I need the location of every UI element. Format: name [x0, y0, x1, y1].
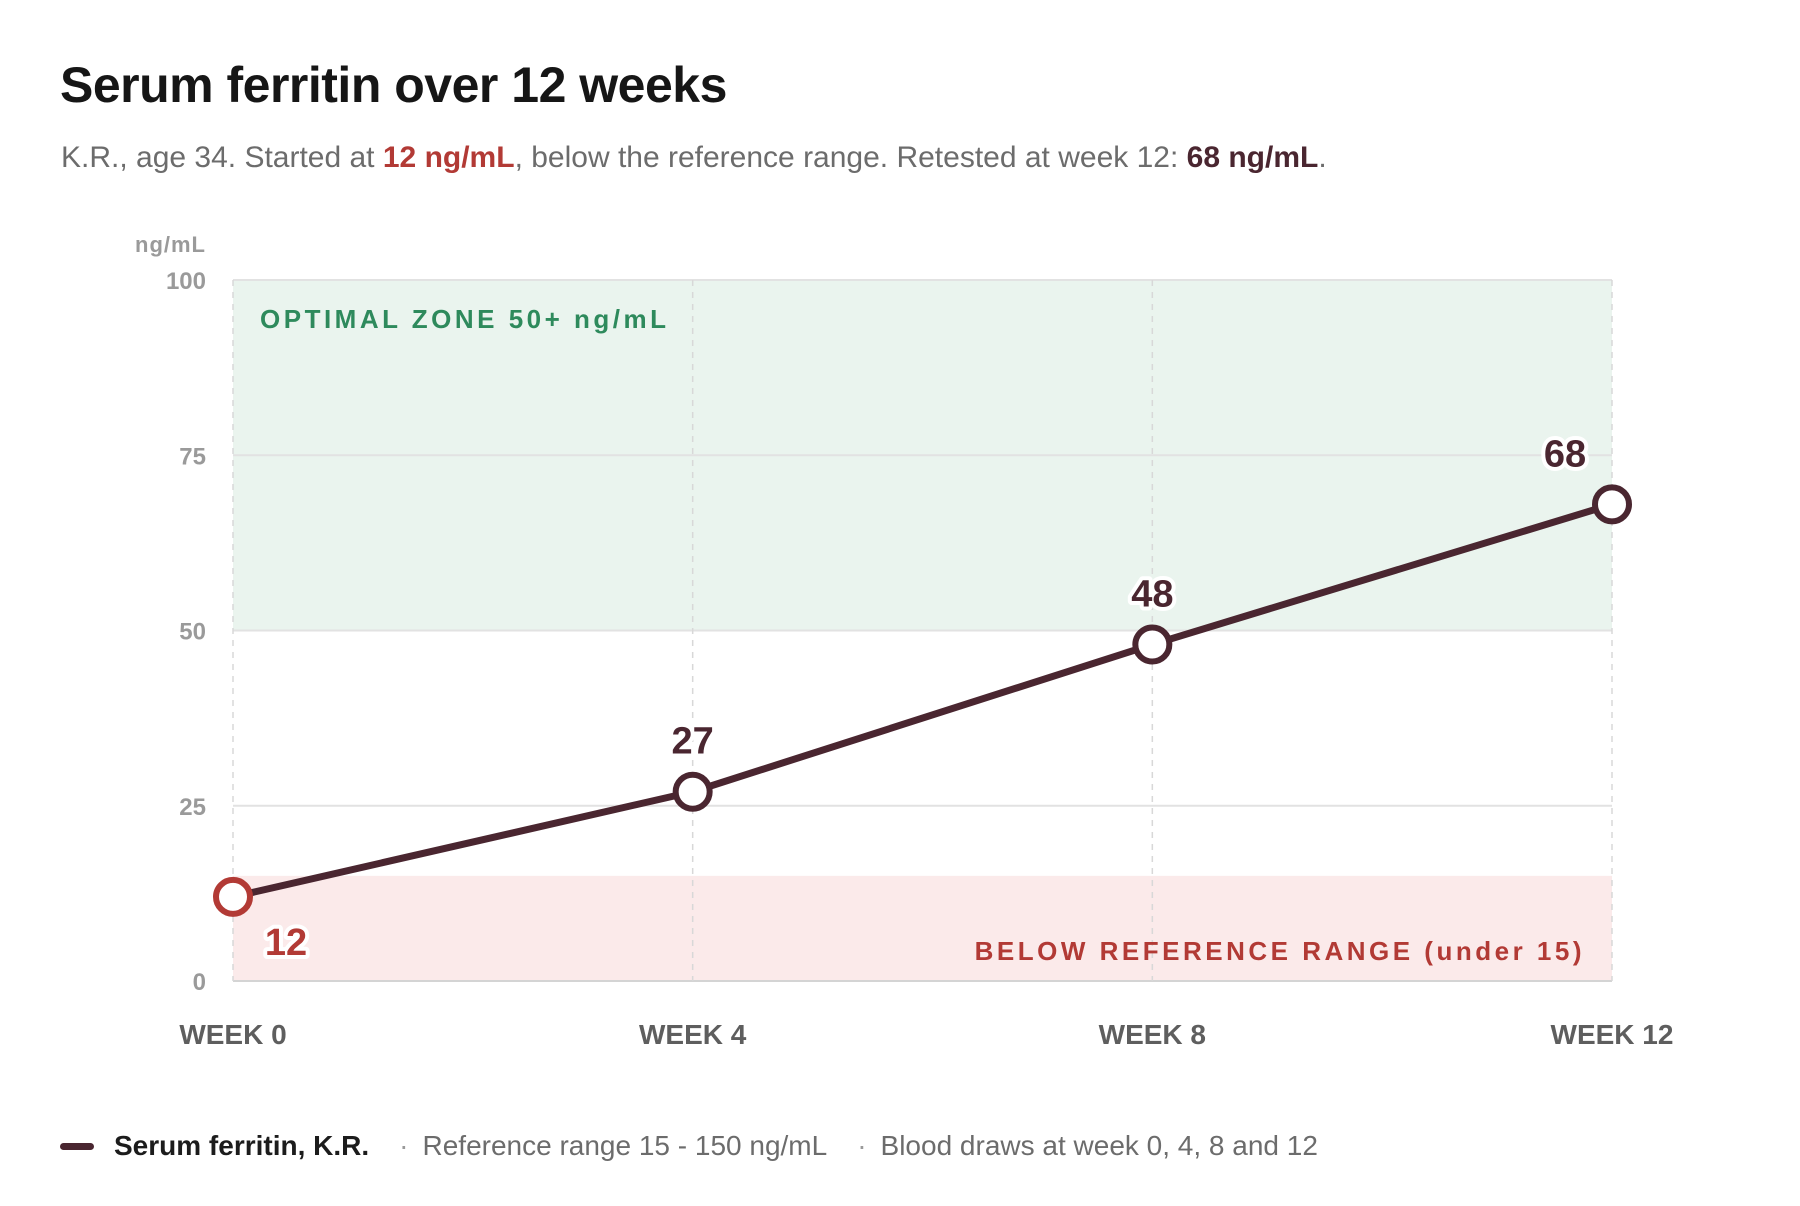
chart-title: Serum ferritin over 12 weeks — [60, 57, 727, 113]
legend-draws-note: Blood draws at week 0, 4, 8 and 12 — [880, 1130, 1318, 1161]
optimal-zone-label: OPTIMAL ZONE 50+ ng/mL — [260, 304, 670, 334]
data-label: 27 — [672, 721, 714, 763]
data-label: 12 — [265, 922, 307, 964]
data-point-marker — [1592, 484, 1632, 525]
data-point-marker — [672, 771, 713, 812]
below-reference-label: BELOW REFERENCE RANGE (under 15) — [975, 936, 1585, 966]
x-tick-label: WEEK 12 — [1551, 1019, 1674, 1050]
data-point-marker — [213, 876, 253, 917]
data-point-marker — [1132, 624, 1173, 665]
x-tick-label: WEEK 0 — [179, 1019, 286, 1050]
y-tick-label: 0 — [193, 969, 206, 996]
x-tick-label: WEEK 8 — [1099, 1019, 1206, 1050]
legend-separator: · — [399, 1130, 409, 1161]
legend-separator: · — [857, 1130, 867, 1161]
y-tick-label: 25 — [179, 794, 206, 821]
subtitle-text-start: K.R., age 34. Started at — [61, 141, 383, 174]
y-tick-label: 50 — [179, 619, 206, 646]
below-reference-band — [233, 875, 1612, 981]
chart-subtitle: K.R., age 34. Started at 12 ng/mL, below… — [61, 141, 1327, 175]
subtitle-text-end: . — [1318, 141, 1327, 174]
legend-reference-note: Reference range 15 - 150 ng/mL — [422, 1130, 828, 1161]
data-label: 48 — [1131, 574, 1173, 616]
chart-legend: Serum ferritin, K.R. · Reference range 1… — [60, 1130, 1318, 1162]
x-tick-label: WEEK 4 — [639, 1019, 747, 1050]
series-line-serum-ferritin — [229, 500, 1616, 901]
legend-series-swatch — [60, 1142, 94, 1150]
data-label: 68 — [1544, 433, 1586, 475]
subtitle-end-value: 68 ng/mL — [1186, 141, 1319, 174]
y-tick-label: 75 — [179, 443, 206, 470]
subtitle-text-middle: , below the reference range. Retested at… — [514, 141, 1187, 174]
subtitle-start-value: 12 ng/mL — [382, 141, 515, 174]
y-axis-label: ng/mL — [135, 232, 206, 257]
y-tick-label: 100 — [166, 268, 206, 295]
ferritin-line-chart: 0 25 50 75 100 ng/mL WEEK 0 WEEK 4 WEEK 8 WEEK 12… — [135, 232, 1674, 1050]
legend-series-label: Serum ferritin, K.R. — [114, 1130, 370, 1161]
